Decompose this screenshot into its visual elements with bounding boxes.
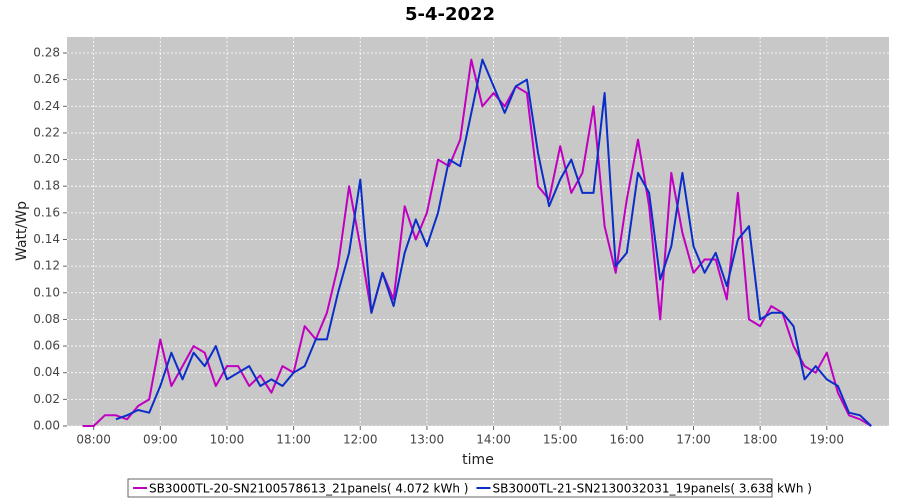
- x-tick-label: 16:00: [610, 433, 645, 447]
- legend: [127, 478, 773, 498]
- x-tick-label: 10:00: [210, 433, 245, 447]
- y-tick-label: 0.20: [33, 152, 60, 166]
- y-tick-label: 0.12: [33, 259, 60, 273]
- y-tick-label: 0.00: [33, 419, 60, 433]
- y-tick-label: 0.14: [33, 232, 60, 246]
- legend-label: SB3000TL-20-SN2100578613_21panels( 4.072…: [149, 482, 468, 496]
- y-tick-label: 0.18: [33, 179, 60, 193]
- legend-label: SB3000TL-21-SN2130032031_19panels( 3.638…: [492, 482, 811, 496]
- y-tick-label: 0.10: [33, 285, 60, 299]
- y-tick-label: 0.16: [33, 205, 60, 219]
- y-axis-title: Watt/Wp: [14, 201, 30, 261]
- y-tick-label: 0.24: [33, 99, 60, 113]
- chart-title: 5-4-2022: [405, 4, 495, 25]
- y-tick-label: 0.26: [33, 72, 60, 86]
- x-tick-label: 08:00: [76, 433, 111, 447]
- plot-area: [67, 37, 889, 426]
- x-tick-label: 14:00: [476, 433, 511, 447]
- y-tick-label: 0.04: [33, 365, 60, 379]
- x-tick-label: 12:00: [343, 433, 378, 447]
- x-tick-label: 17:00: [676, 433, 711, 447]
- y-tick-label: 0.02: [33, 392, 60, 406]
- y-tick-label: 0.08: [33, 312, 60, 326]
- x-tick-label: 19:00: [809, 433, 844, 447]
- x-tick-label: 13:00: [410, 433, 445, 447]
- series-line: [115, 58, 872, 427]
- x-tick-label: 11:00: [276, 433, 311, 447]
- x-tick-label: 15:00: [543, 433, 578, 447]
- x-tick-label: 18:00: [743, 433, 778, 447]
- y-tick-label: 0.28: [33, 45, 60, 59]
- x-axis-title: time: [462, 452, 494, 468]
- y-tick-label: 0.06: [33, 339, 60, 353]
- x-tick-label: 09:00: [143, 433, 178, 447]
- y-tick-label: 0.22: [33, 125, 60, 139]
